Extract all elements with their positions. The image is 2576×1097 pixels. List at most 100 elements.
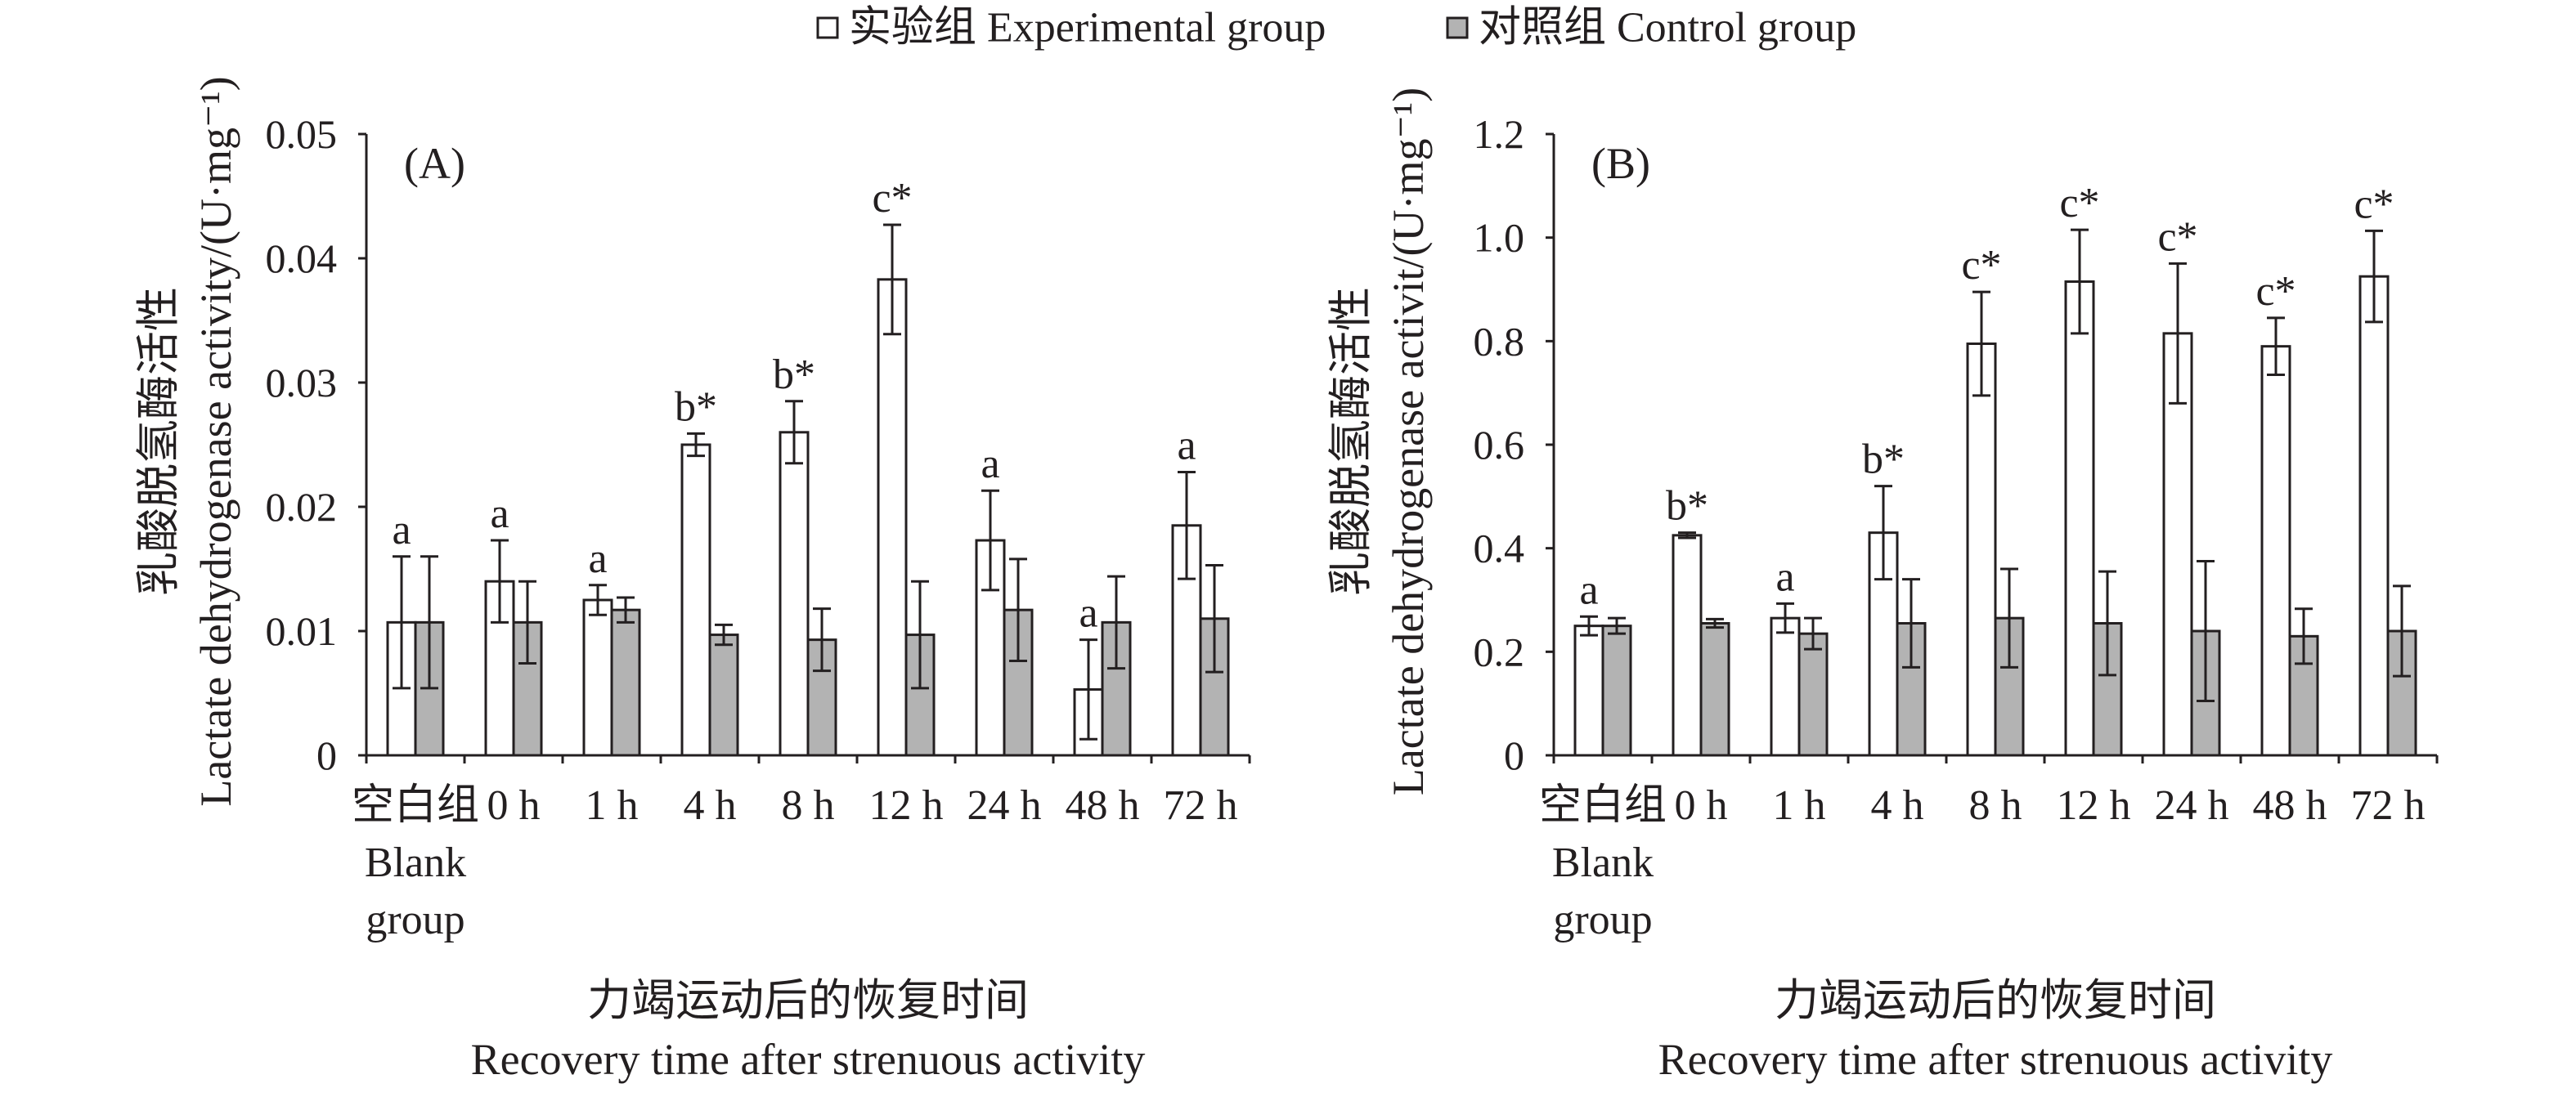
y-axis-title-english: Lactate dehydrogenase activity/(U·mg⁻¹) xyxy=(191,76,240,806)
error-bar-control xyxy=(1009,557,1027,662)
error-bar-control xyxy=(715,623,733,647)
error-bar-control xyxy=(2098,570,2116,677)
bar-experimental xyxy=(2260,345,2291,757)
x-tick-label: 72 h xyxy=(1163,782,1238,829)
error-bar-experimental xyxy=(2365,229,2383,324)
error-bar-control xyxy=(2000,567,2018,669)
error-bar-control xyxy=(813,607,831,673)
error-bar-control xyxy=(1205,563,1223,674)
bar-control xyxy=(708,634,739,757)
error-bar-experimental xyxy=(491,539,509,624)
x-tick-label: 1 h xyxy=(585,782,639,829)
bar-control xyxy=(1797,632,1829,757)
significance-label: c* xyxy=(2255,268,2296,315)
error-bar-experimental xyxy=(1972,290,1990,397)
y-tick-label: 0.03 xyxy=(266,360,338,405)
y-axis-title-chinese: 乳酸脱氢酶活性 xyxy=(134,287,183,596)
x-tick-label: 4 h xyxy=(683,782,737,829)
significance-label: c* xyxy=(2059,180,2099,226)
error-bar-control xyxy=(1902,578,1920,669)
x-tick-label: 0 h xyxy=(1674,782,1728,829)
x-axis-title-english: Recovery time after strenuous activity xyxy=(471,1035,1146,1084)
bar-experimental xyxy=(582,598,613,757)
error-bar-control xyxy=(2197,560,2215,702)
significance-label: a xyxy=(981,441,999,487)
significance-label: b* xyxy=(1666,483,1708,530)
error-bar-experimental xyxy=(1079,638,1097,741)
bar-experimental xyxy=(680,443,711,757)
x-tick-label: 4 h xyxy=(1870,782,1924,829)
bar-experimental xyxy=(779,431,810,757)
bar-experimental xyxy=(2064,280,2095,757)
y-tick-label: 0.6 xyxy=(1474,422,1525,468)
x-tick-label: 48 h xyxy=(2252,782,2327,829)
x-tick-label: 空白组 Blank group xyxy=(351,782,479,943)
error-bar-experimental xyxy=(2071,228,2089,335)
x-tick-label: 48 h xyxy=(1065,782,1140,829)
panel-b: (B) 乳酸脱氢酶活性 Lactate dehydrogenase activi… xyxy=(1326,87,2439,1084)
panel-label: (A) xyxy=(404,139,465,188)
error-bar-experimental xyxy=(2267,316,2285,376)
significance-label: a xyxy=(1775,553,1794,600)
error-bar-experimental xyxy=(2169,262,2187,405)
error-bar-experimental xyxy=(393,555,411,690)
y-tick-label: 0.8 xyxy=(1474,318,1525,364)
significance-label: a xyxy=(1177,422,1196,468)
significance-label: c* xyxy=(2157,213,2197,260)
x-tick-label: 1 h xyxy=(1772,782,1826,829)
y-tick-label: 0.05 xyxy=(266,111,338,157)
y-tick-label: 0.02 xyxy=(266,484,338,530)
bar-control xyxy=(1699,622,1730,757)
x-tick-label: 72 h xyxy=(2350,782,2426,829)
significance-label: c* xyxy=(1961,242,2001,289)
y-tick-label: 0.2 xyxy=(1474,629,1525,674)
legend-swatch-control xyxy=(1446,16,1469,39)
error-bar-control xyxy=(1107,575,1125,670)
error-bar-experimental xyxy=(981,489,999,592)
x-tick-label: 12 h xyxy=(868,782,944,829)
bar-control xyxy=(1601,625,1632,757)
error-bar-control xyxy=(2295,607,2313,665)
bar-control xyxy=(512,620,543,757)
legend-label-control: 对照组 Control group xyxy=(1479,5,1856,51)
significance-label: b* xyxy=(675,383,717,430)
error-bar-control xyxy=(617,596,635,624)
significance-label: a xyxy=(588,535,607,582)
error-bar-experimental xyxy=(589,584,607,616)
error-bar-experimental xyxy=(1678,531,1696,540)
x-axis-title-chinese: 力竭运动后的恢复时间 xyxy=(1775,976,2216,1025)
y-tick-label: 0 xyxy=(1504,732,1524,778)
significance-label: a xyxy=(490,490,509,537)
x-tick-label: 8 h xyxy=(1968,782,2022,829)
y-tick-label: 0.4 xyxy=(1474,526,1525,571)
significance-label: b* xyxy=(773,351,815,398)
y-tick-label: 0.01 xyxy=(266,608,338,654)
bar-control xyxy=(610,608,641,757)
plot-area-a: 0 0.01 0.02 0.03 0.04 0.05 a a a b* b* c* a a a xyxy=(266,111,1251,778)
x-tick-label: 24 h xyxy=(967,782,1042,829)
y-axis-title-english: Lactate dehydrogenase activit/(U·mg⁻¹) xyxy=(1384,87,1433,795)
legend: 实验组 Experimental group 对照组 Control group xyxy=(816,5,1856,51)
error-bar-control xyxy=(420,555,438,690)
error-bar-control xyxy=(1706,617,1724,629)
x-axis-title-english: Recovery time after strenuous activity xyxy=(1658,1035,2333,1084)
significance-label: a xyxy=(392,507,411,553)
error-bar-control xyxy=(2393,584,2411,678)
significance-label: a xyxy=(1079,590,1097,637)
y-tick-label: 0.04 xyxy=(266,235,338,281)
legend-label-experimental: 实验组 Experimental group xyxy=(849,5,1326,51)
error-bar-experimental xyxy=(1178,470,1196,580)
plot-area-b: 0 0.2 0.4 0.6 0.8 1.0 1.2 a b* a b* c* c* c* c* c* xyxy=(1474,111,2439,778)
error-bar-control xyxy=(518,580,536,665)
panel-a: (A) 乳酸脱氢酶活性 Lactate dehydrogenase activi… xyxy=(134,76,1251,1084)
x-tick-label: 8 h xyxy=(781,782,835,829)
bar-experimental xyxy=(1573,625,1604,757)
x-tick-label: 12 h xyxy=(2056,782,2131,829)
panel-label: (B) xyxy=(1591,139,1650,188)
error-bar-experimental xyxy=(883,223,901,336)
y-tick-label: 1.0 xyxy=(1474,215,1525,261)
error-bar-experimental xyxy=(687,432,705,458)
bar-experimental xyxy=(2358,275,2390,757)
